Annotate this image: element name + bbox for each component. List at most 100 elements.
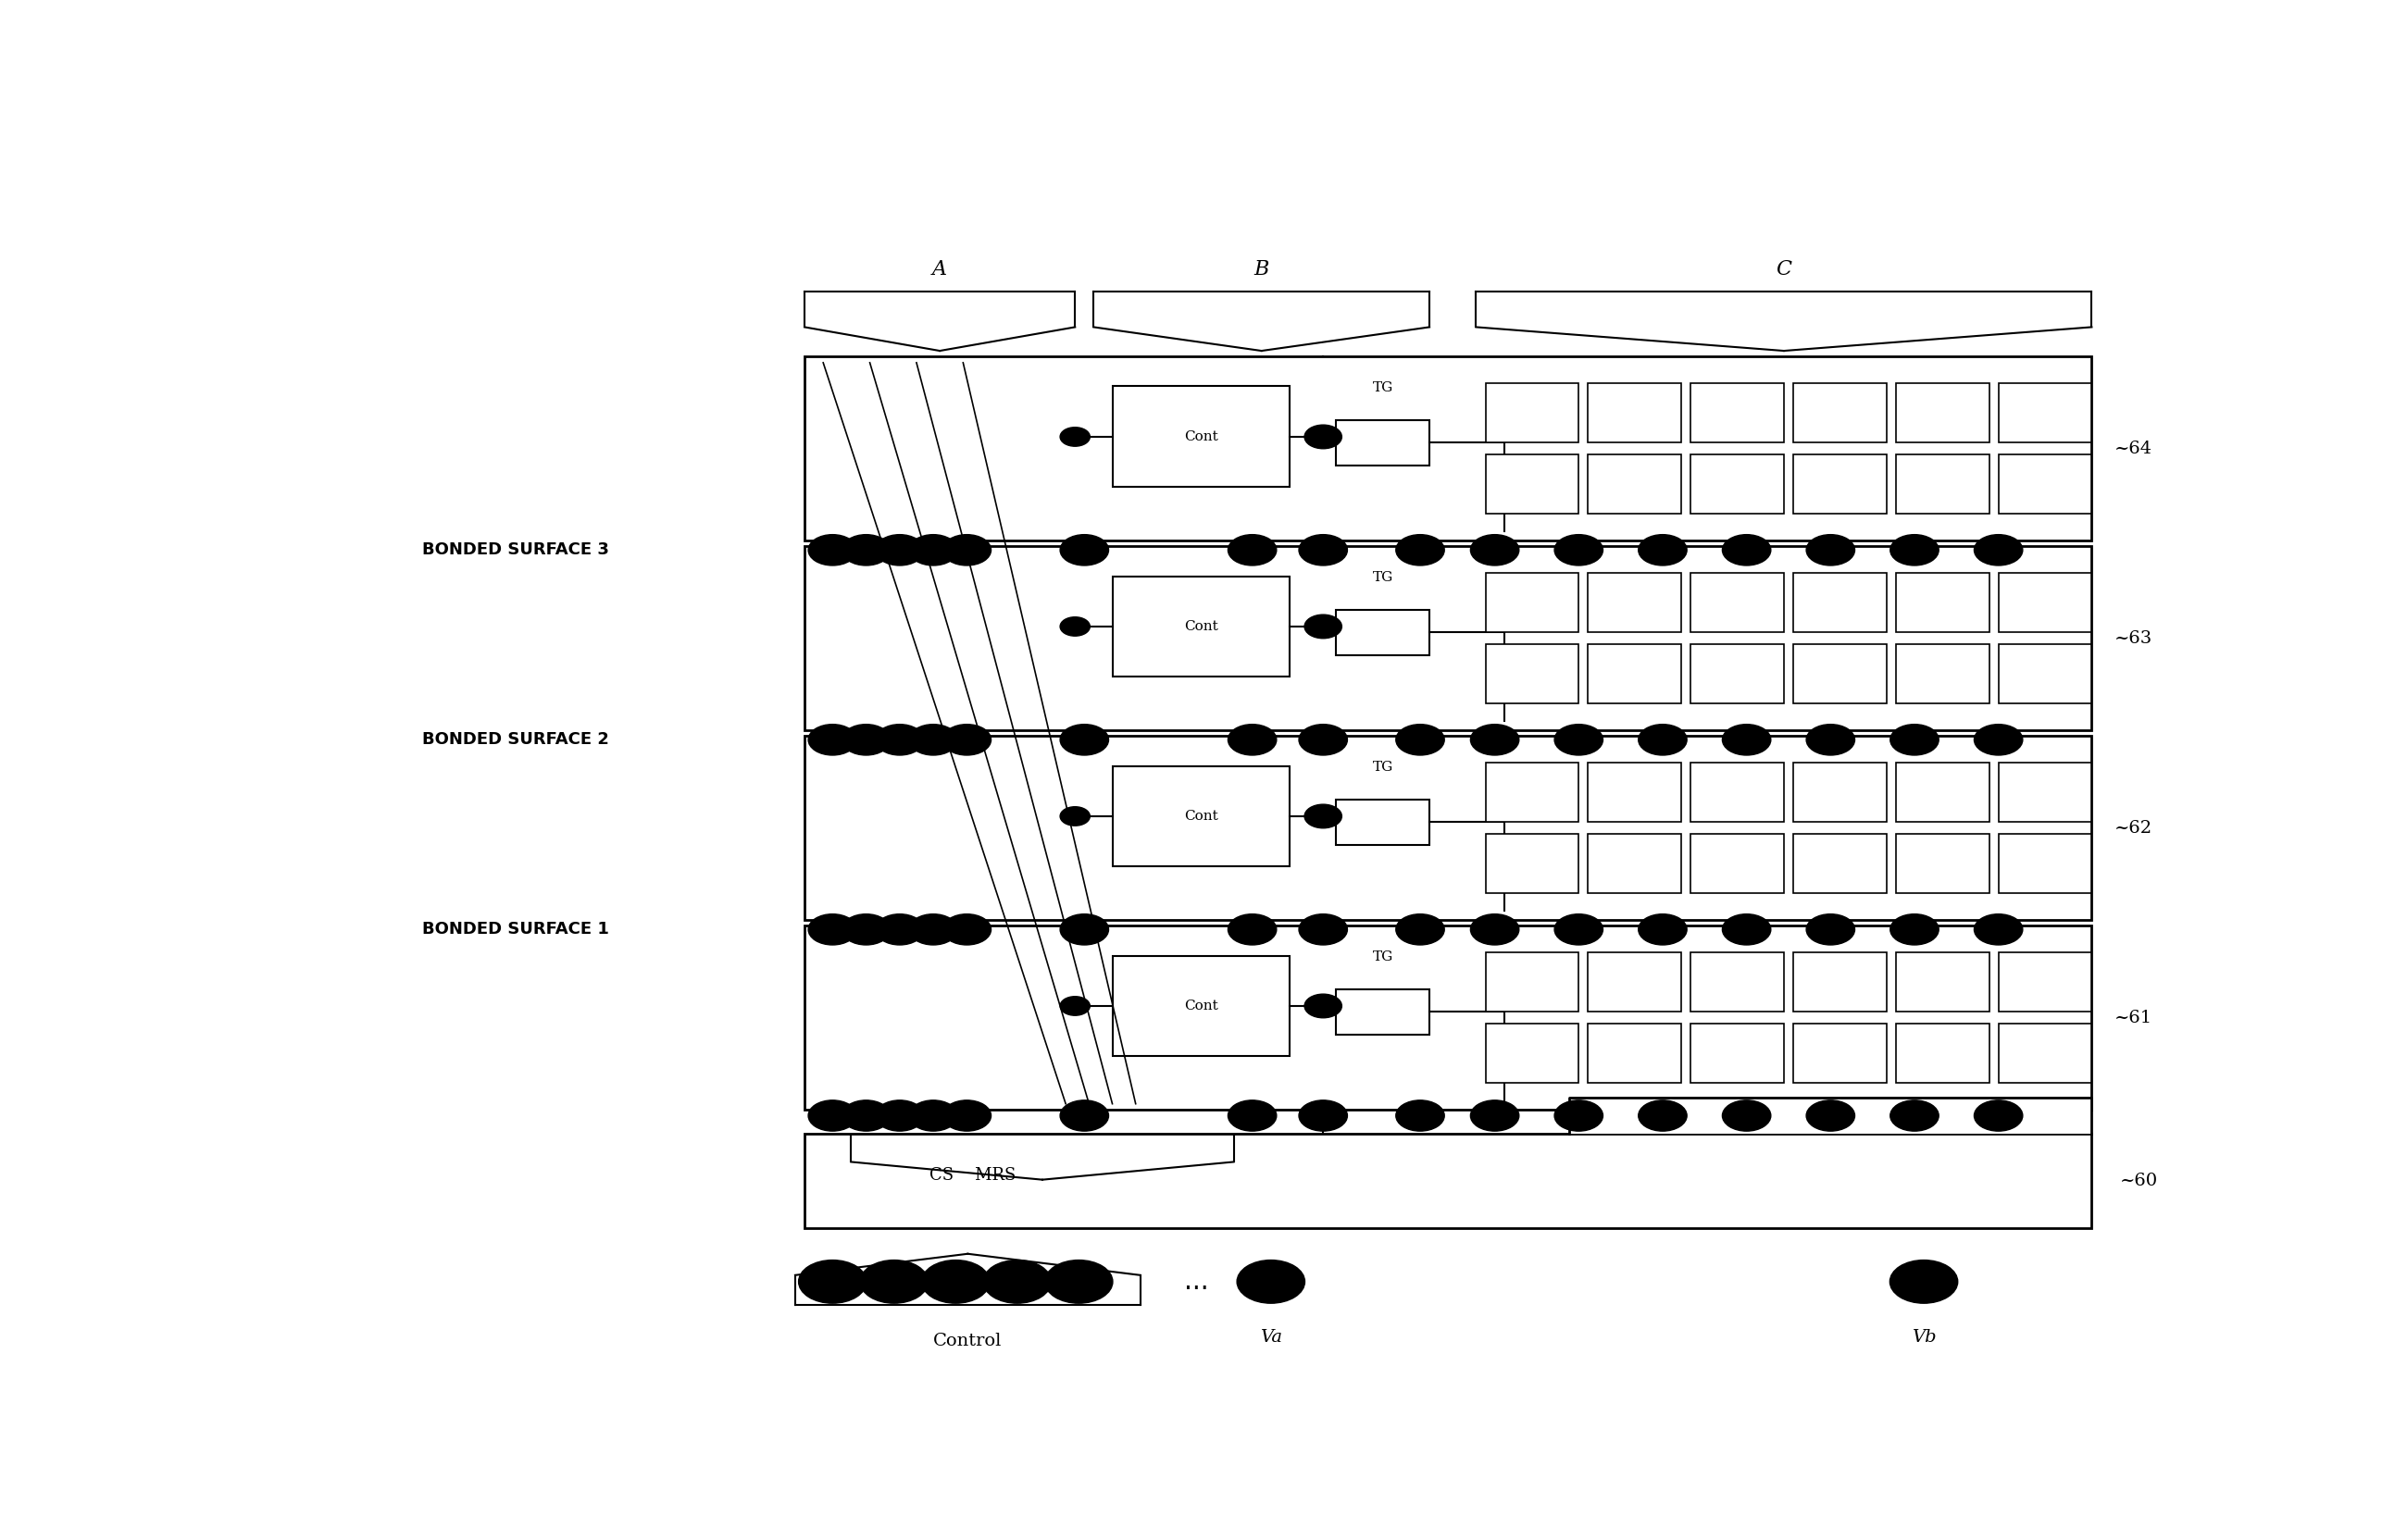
Circle shape bbox=[1059, 996, 1090, 1015]
Circle shape bbox=[944, 1100, 992, 1130]
Circle shape bbox=[1889, 534, 1938, 565]
Circle shape bbox=[1723, 724, 1772, 755]
Circle shape bbox=[842, 724, 891, 755]
Text: ~64: ~64 bbox=[2113, 440, 2152, 457]
Circle shape bbox=[1639, 915, 1687, 946]
Text: TG: TG bbox=[1372, 761, 1394, 773]
Text: ~63: ~63 bbox=[2113, 630, 2152, 647]
Bar bbox=[1112, 765, 1290, 867]
Circle shape bbox=[842, 915, 891, 946]
Circle shape bbox=[1059, 724, 1110, 755]
Circle shape bbox=[809, 915, 857, 946]
Circle shape bbox=[1228, 915, 1276, 946]
Bar bbox=[1569, 1098, 2092, 1133]
Bar bbox=[1485, 383, 1579, 442]
Circle shape bbox=[1639, 724, 1687, 755]
Bar bbox=[1589, 835, 1680, 893]
Bar bbox=[1897, 644, 1988, 704]
Circle shape bbox=[876, 534, 924, 565]
Circle shape bbox=[1059, 534, 1110, 565]
Bar bbox=[1897, 835, 1988, 893]
Bar bbox=[1793, 953, 1887, 1012]
Bar bbox=[1998, 835, 2092, 893]
Circle shape bbox=[1228, 724, 1276, 755]
Circle shape bbox=[1300, 1100, 1348, 1130]
Bar bbox=[1897, 573, 1988, 633]
Circle shape bbox=[1889, 1260, 1957, 1303]
Circle shape bbox=[1555, 1100, 1603, 1130]
Circle shape bbox=[842, 534, 891, 565]
Bar bbox=[1336, 989, 1430, 1035]
Circle shape bbox=[876, 724, 924, 755]
Text: TG: TG bbox=[1372, 950, 1394, 964]
Circle shape bbox=[1889, 1100, 1938, 1130]
Bar bbox=[1485, 573, 1579, 633]
Bar bbox=[1793, 835, 1887, 893]
Bar bbox=[1485, 835, 1579, 893]
Circle shape bbox=[1555, 724, 1603, 755]
Bar bbox=[1998, 383, 2092, 442]
Circle shape bbox=[1059, 915, 1110, 946]
Circle shape bbox=[1305, 425, 1341, 448]
Bar bbox=[1336, 799, 1430, 845]
Bar bbox=[804, 1133, 2092, 1229]
Circle shape bbox=[1805, 534, 1856, 565]
Circle shape bbox=[982, 1260, 1052, 1303]
Bar bbox=[1793, 573, 1887, 633]
Text: ~60: ~60 bbox=[2121, 1172, 2157, 1189]
Circle shape bbox=[1471, 1100, 1519, 1130]
Bar bbox=[1793, 644, 1887, 704]
Bar bbox=[1690, 1024, 1784, 1083]
Circle shape bbox=[1305, 995, 1341, 1018]
Circle shape bbox=[1974, 915, 2022, 946]
Circle shape bbox=[799, 1260, 867, 1303]
Bar bbox=[804, 547, 2092, 730]
Text: Control: Control bbox=[934, 1332, 1001, 1349]
Circle shape bbox=[1555, 534, 1603, 565]
Circle shape bbox=[1974, 1100, 2022, 1130]
Circle shape bbox=[910, 534, 958, 565]
Bar bbox=[1998, 1024, 2092, 1083]
Bar bbox=[1998, 573, 2092, 633]
Circle shape bbox=[1228, 1100, 1276, 1130]
Text: A: A bbox=[932, 259, 948, 280]
Bar bbox=[1112, 387, 1290, 487]
Circle shape bbox=[1059, 1100, 1110, 1130]
Circle shape bbox=[1228, 534, 1276, 565]
Bar bbox=[1998, 762, 2092, 822]
Bar bbox=[1793, 762, 1887, 822]
Text: Vb: Vb bbox=[1911, 1329, 1935, 1346]
Circle shape bbox=[910, 724, 958, 755]
Bar bbox=[1485, 1024, 1579, 1083]
Circle shape bbox=[910, 1100, 958, 1130]
Bar bbox=[1589, 383, 1680, 442]
Circle shape bbox=[1396, 1100, 1444, 1130]
Bar bbox=[1589, 644, 1680, 704]
Bar bbox=[1690, 953, 1784, 1012]
Bar bbox=[1897, 762, 1988, 822]
Text: C: C bbox=[1776, 259, 1791, 280]
Circle shape bbox=[944, 534, 992, 565]
Bar bbox=[1998, 454, 2092, 514]
Circle shape bbox=[859, 1260, 929, 1303]
Bar bbox=[1690, 454, 1784, 514]
Circle shape bbox=[809, 724, 857, 755]
Bar bbox=[1485, 454, 1579, 514]
Text: BONDED SURFACE 3: BONDED SURFACE 3 bbox=[421, 542, 609, 559]
Bar bbox=[1336, 420, 1430, 465]
Circle shape bbox=[922, 1260, 989, 1303]
Bar bbox=[1793, 454, 1887, 514]
Circle shape bbox=[1805, 915, 1856, 946]
Circle shape bbox=[1974, 724, 2022, 755]
Circle shape bbox=[1471, 915, 1519, 946]
Circle shape bbox=[1723, 1100, 1772, 1130]
Circle shape bbox=[1305, 614, 1341, 639]
Bar bbox=[1897, 953, 1988, 1012]
Text: ~61: ~61 bbox=[2113, 1010, 2152, 1026]
Circle shape bbox=[1305, 804, 1341, 829]
Circle shape bbox=[842, 1100, 891, 1130]
Text: BONDED SURFACE 2: BONDED SURFACE 2 bbox=[421, 732, 609, 748]
Circle shape bbox=[809, 534, 857, 565]
Circle shape bbox=[1639, 1100, 1687, 1130]
Bar bbox=[1998, 644, 2092, 704]
